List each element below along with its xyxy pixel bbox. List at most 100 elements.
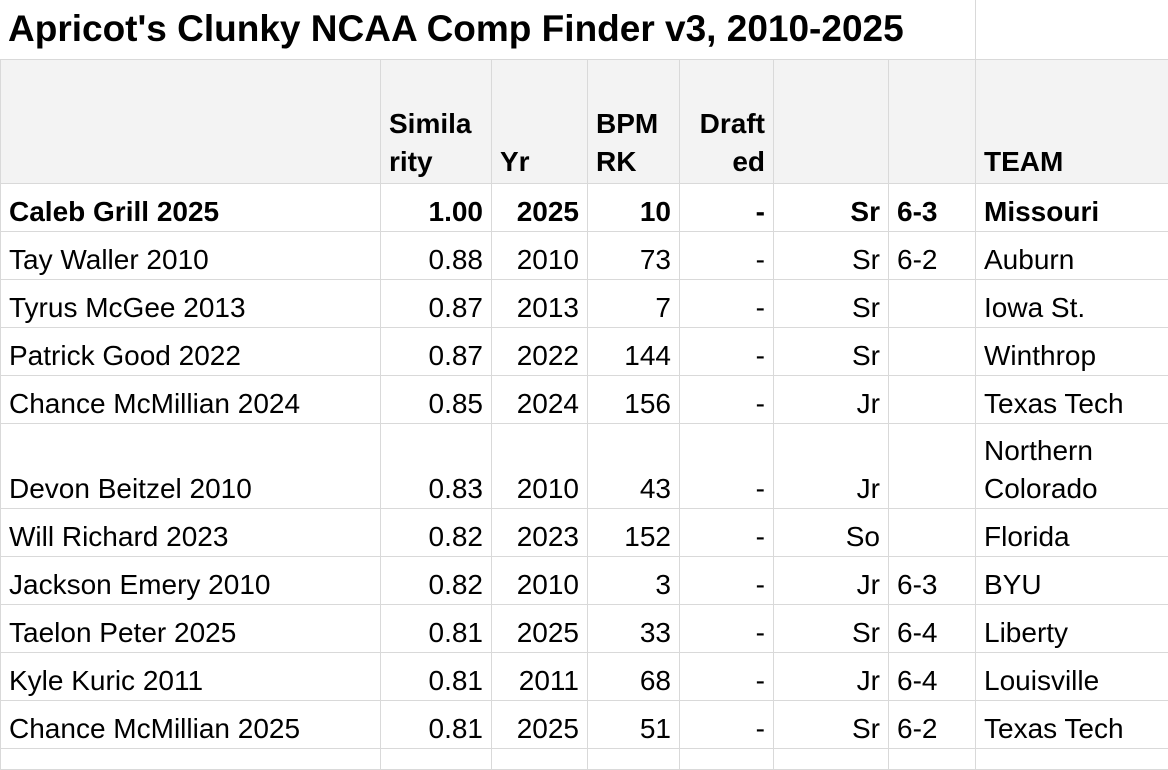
cell-height[interactable]	[889, 328, 976, 376]
cell-yr[interactable]: 2025	[492, 184, 588, 232]
cell-bpm-rk[interactable]: 7	[588, 280, 680, 328]
cell-similarity[interactable]: 0.87	[381, 328, 492, 376]
cell-height[interactable]: 6-3	[889, 557, 976, 605]
cell-height[interactable]: 6-2	[889, 701, 976, 749]
cell-bpm-rk[interactable]: 3	[588, 557, 680, 605]
cell-team[interactable]: Liberty	[976, 605, 1168, 653]
cell-team[interactable]: Louisville	[976, 653, 1168, 701]
cell-team[interactable]: Northern Colorado	[976, 424, 1168, 509]
cell-drafted[interactable]: -	[680, 701, 774, 749]
cell-team[interactable]: Iowa St.	[976, 280, 1168, 328]
cell-bpm-rk[interactable]: 156	[588, 376, 680, 424]
cell-name[interactable]: Will Richard 2023	[1, 509, 381, 557]
empty-cell[interactable]	[492, 749, 588, 770]
sheet-title[interactable]: Apricot's Clunky NCAA Comp Finder v3, 20…	[8, 5, 904, 53]
cell-similarity[interactable]: 0.82	[381, 557, 492, 605]
cell-class[interactable]: Sr	[774, 701, 889, 749]
cell-class[interactable]: Sr	[774, 328, 889, 376]
cell-bpm-rk[interactable]: 144	[588, 328, 680, 376]
cell-drafted[interactable]: -	[680, 232, 774, 280]
header-drafted[interactable]: Draft ed	[680, 60, 774, 184]
empty-cell[interactable]	[680, 749, 774, 770]
cell-similarity[interactable]: 0.82	[381, 509, 492, 557]
cell-name[interactable]: Tyrus McGee 2013	[1, 280, 381, 328]
cell-yr[interactable]: 2010	[492, 232, 588, 280]
cell-height[interactable]	[889, 376, 976, 424]
cell-similarity[interactable]: 0.83	[381, 424, 492, 509]
header-name[interactable]	[1, 60, 381, 184]
empty-cell[interactable]	[1, 749, 381, 770]
cell-height[interactable]: 6-4	[889, 605, 976, 653]
cell-yr[interactable]: 2025	[492, 605, 588, 653]
cell-class[interactable]: Sr	[774, 232, 889, 280]
cell-similarity[interactable]: 0.81	[381, 605, 492, 653]
cell-drafted[interactable]: -	[680, 557, 774, 605]
cell-height[interactable]	[889, 280, 976, 328]
cell-yr[interactable]: 2010	[492, 424, 588, 509]
header-yr[interactable]: Yr	[492, 60, 588, 184]
cell-drafted[interactable]: -	[680, 184, 774, 232]
cell-class[interactable]: Jr	[774, 653, 889, 701]
cell-drafted[interactable]: -	[680, 605, 774, 653]
header-similarity[interactable]: Simila rity	[381, 60, 492, 184]
cell-team[interactable]: Texas Tech	[976, 701, 1168, 749]
cell-yr[interactable]: 2022	[492, 328, 588, 376]
cell-drafted[interactable]: -	[680, 653, 774, 701]
cell-team[interactable]: BYU	[976, 557, 1168, 605]
empty-cell[interactable]	[774, 749, 889, 770]
header-team[interactable]: TEAM	[976, 60, 1168, 184]
cell-drafted[interactable]: -	[680, 509, 774, 557]
cell-class[interactable]: So	[774, 509, 889, 557]
cell-team[interactable]: Winthrop	[976, 328, 1168, 376]
cell-height[interactable]: 6-3	[889, 184, 976, 232]
cell-similarity[interactable]: 0.81	[381, 701, 492, 749]
cell-team[interactable]: Florida	[976, 509, 1168, 557]
cell-bpm-rk[interactable]: 51	[588, 701, 680, 749]
cell-class[interactable]: Sr	[774, 605, 889, 653]
empty-cell[interactable]	[976, 749, 1168, 770]
cell-height[interactable]: 6-4	[889, 653, 976, 701]
cell-name[interactable]: Tay Waller 2010	[1, 232, 381, 280]
cell-name[interactable]: Chance McMillian 2025	[1, 701, 381, 749]
cell-bpm-rk[interactable]: 152	[588, 509, 680, 557]
cell-similarity[interactable]: 0.87	[381, 280, 492, 328]
empty-cell[interactable]	[381, 749, 492, 770]
cell-yr[interactable]: 2023	[492, 509, 588, 557]
cell-bpm-rk[interactable]: 43	[588, 424, 680, 509]
empty-cell[interactable]	[588, 749, 680, 770]
cell-similarity[interactable]: 0.88	[381, 232, 492, 280]
cell-yr[interactable]: 2010	[492, 557, 588, 605]
cell-name[interactable]: Devon Beitzel 2010	[1, 424, 381, 509]
cell-similarity[interactable]: 1.00	[381, 184, 492, 232]
cell-yr[interactable]: 2011	[492, 653, 588, 701]
header-height[interactable]	[889, 60, 976, 184]
cell-bpm-rk[interactable]: 68	[588, 653, 680, 701]
header-bpm-rk[interactable]: BPM RK	[588, 60, 680, 184]
cell-team[interactable]: Missouri	[976, 184, 1168, 232]
cell-yr[interactable]: 2024	[492, 376, 588, 424]
cell-name[interactable]: Patrick Good 2022	[1, 328, 381, 376]
empty-cell[interactable]	[889, 749, 976, 770]
cell-class[interactable]: Jr	[774, 557, 889, 605]
cell-height[interactable]	[889, 424, 976, 509]
cell-bpm-rk[interactable]: 33	[588, 605, 680, 653]
cell-similarity[interactable]: 0.85	[381, 376, 492, 424]
cell-name[interactable]: Taelon Peter 2025	[1, 605, 381, 653]
cell-class[interactable]: Sr	[774, 184, 889, 232]
cell-class[interactable]: Sr	[774, 280, 889, 328]
cell-name[interactable]: Kyle Kuric 2011	[1, 653, 381, 701]
header-class[interactable]	[774, 60, 889, 184]
cell-height[interactable]: 6-2	[889, 232, 976, 280]
cell-name[interactable]: Chance McMillian 2024	[1, 376, 381, 424]
cell-class[interactable]: Jr	[774, 376, 889, 424]
cell-yr[interactable]: 2013	[492, 280, 588, 328]
cell-drafted[interactable]: -	[680, 424, 774, 509]
cell-similarity[interactable]: 0.81	[381, 653, 492, 701]
cell-team[interactable]: Texas Tech	[976, 376, 1168, 424]
cell-name[interactable]: Jackson Emery 2010	[1, 557, 381, 605]
cell-drafted[interactable]: -	[680, 376, 774, 424]
cell-yr[interactable]: 2025	[492, 701, 588, 749]
cell-drafted[interactable]: -	[680, 328, 774, 376]
cell-bpm-rk[interactable]: 73	[588, 232, 680, 280]
cell-name[interactable]: Caleb Grill 2025	[1, 184, 381, 232]
